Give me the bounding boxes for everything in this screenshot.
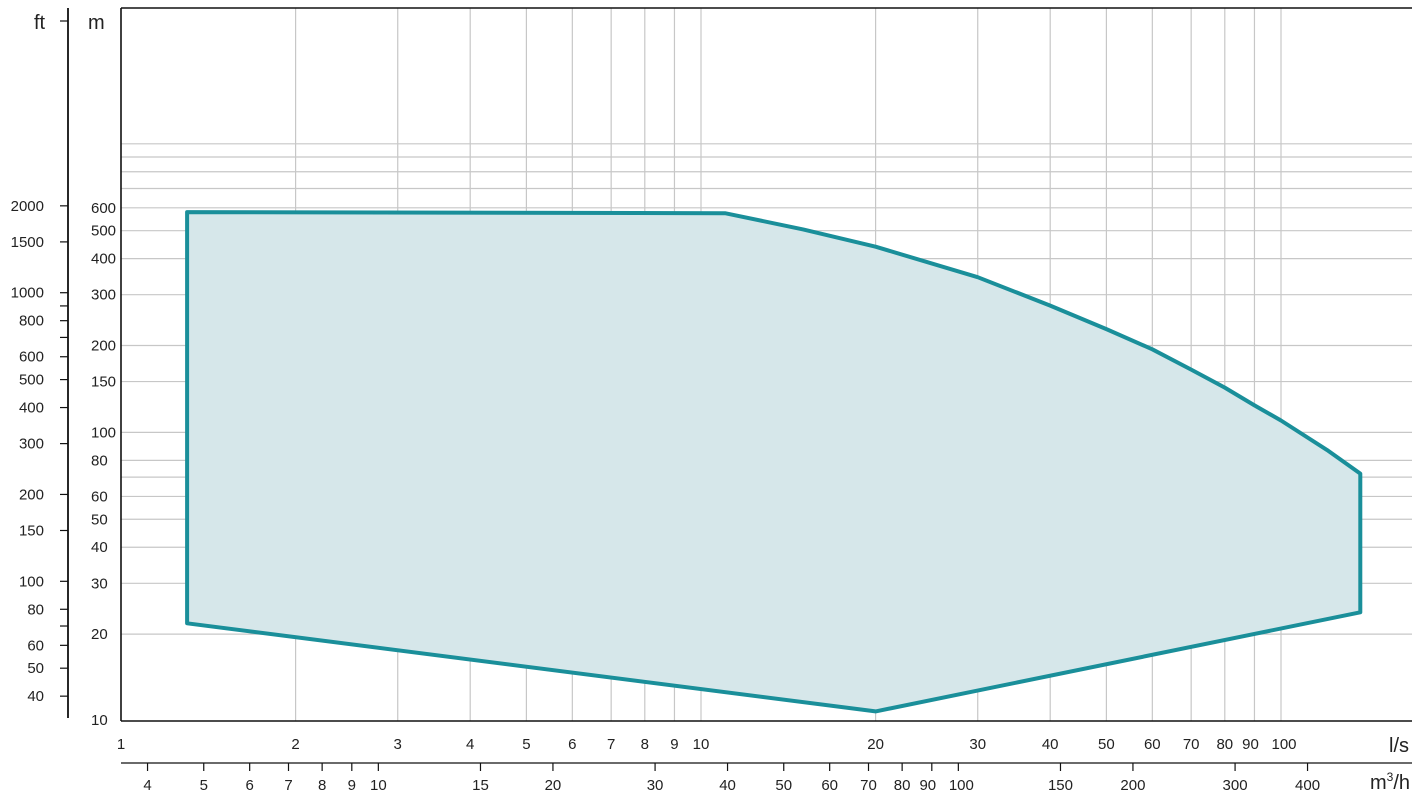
tick-labels: 1 2 3 4 5 6 7 8 9 10 20 30 40 50 60 70 80 90 100 4 5 6 7 8 9 10 15… <box>11 198 1320 794</box>
x-tick-label-ls: 60 <box>1144 736 1161 753</box>
y-tick-label-m: 200 <box>91 338 116 355</box>
y-tick-label-m: 30 <box>91 575 108 592</box>
x-tick-label-ls: 6 <box>568 736 576 753</box>
y-tick-label-ft: 40 <box>27 688 44 705</box>
y-tick-label-ft: 400 <box>19 400 44 417</box>
y-tick-label-ft: 200 <box>19 486 44 503</box>
x-tick-label-ls: 7 <box>607 736 615 753</box>
x-tick-label-m3h: 200 <box>1120 777 1145 794</box>
x-tick-label-ls: 3 <box>394 736 402 753</box>
x-tick-label-m3h: 40 <box>719 777 736 794</box>
x-tick-label-m3h: 4 <box>143 777 151 794</box>
x-axis-unit-ls: l/s <box>1389 735 1409 757</box>
x-tick-label-m3h: 50 <box>775 777 792 794</box>
y-tick-label-ft: 150 <box>19 522 44 539</box>
x-tick-label-ls: 100 <box>1271 736 1296 753</box>
x-tick-label-m3h: 80 <box>894 777 911 794</box>
x-tick-label-m3h: 20 <box>545 777 562 794</box>
x-tick-label-ls: 40 <box>1042 736 1059 753</box>
x-tick-label-ls: 80 <box>1216 736 1233 753</box>
x-tick-label-m3h: 5 <box>200 777 208 794</box>
y-tick-label-ft: 80 <box>27 601 44 618</box>
y-tick-label-ft: 1500 <box>11 234 44 251</box>
x-tick-label-m3h: 150 <box>1048 777 1073 794</box>
x-tick-label-m3h: 30 <box>647 777 664 794</box>
y-tick-label-ft: 300 <box>19 436 44 453</box>
y-tick-label-m: 400 <box>91 251 116 268</box>
x-tick-label-m3h: 90 <box>919 777 936 794</box>
y-tick-label-m: 600 <box>91 200 116 217</box>
y-tick-label-m: 100 <box>91 424 116 441</box>
x-tick-label-ls: 20 <box>867 736 884 753</box>
x-tick-label-ls: 10 <box>693 736 710 753</box>
x-tick-label-ls: 8 <box>641 736 649 753</box>
x-tick-label-ls: 9 <box>670 736 678 753</box>
x-tick-label-ls: 90 <box>1242 736 1259 753</box>
x-tick-label-ls: 2 <box>291 736 299 753</box>
y-tick-label-m: 150 <box>91 374 116 391</box>
y-tick-label-m: 40 <box>91 539 108 556</box>
x-tick-label-ls: 30 <box>969 736 986 753</box>
x-tick-label-m3h: 8 <box>318 777 326 794</box>
y-tick-label-m: 20 <box>91 626 108 643</box>
x-tick-label-m3h: 60 <box>821 777 838 794</box>
y-tick-label-m: 300 <box>91 287 116 304</box>
y-tick-label-ft: 1000 <box>11 285 44 302</box>
x-axis-unit-m3h: m3/h <box>1370 770 1410 794</box>
x-tick-label-m3h: 400 <box>1295 777 1320 794</box>
x-tick-label-ls: 4 <box>466 736 474 753</box>
x-tick-label-m3h: 15 <box>472 777 489 794</box>
y-tick-label-m: 60 <box>91 488 108 505</box>
y-tick-label-m: 500 <box>91 223 116 240</box>
x-tick-label-m3h: 9 <box>348 777 356 794</box>
y-tick-label-m: 80 <box>91 452 108 469</box>
y-tick-label-m: 50 <box>91 511 108 528</box>
y-tick-label-ft: 800 <box>19 313 44 330</box>
y-tick-label-ft: 60 <box>27 637 44 654</box>
y-axis-unit-m: m <box>88 12 105 34</box>
operating-range-area <box>185 210 1363 714</box>
x-tick-label-ls: 5 <box>522 736 530 753</box>
axes <box>60 7 1412 771</box>
x-tick-label-m3h: 7 <box>284 777 292 794</box>
operating-area-group <box>185 210 1363 714</box>
x-tick-label-ls: 1 <box>117 736 125 753</box>
y-axis-unit-ft: ft <box>34 12 46 34</box>
y-tick-label-ft: 600 <box>19 349 44 366</box>
x-tick-label-m3h: 10 <box>370 777 387 794</box>
y-tick-label-ft: 2000 <box>11 198 44 215</box>
x-tick-label-m3h: 6 <box>246 777 254 794</box>
x-tick-label-ls: 50 <box>1098 736 1115 753</box>
x-tick-label-m3h: 70 <box>860 777 877 794</box>
y-tick-label-ft: 50 <box>27 660 44 677</box>
y-tick-label-ft: 500 <box>19 372 44 389</box>
x-tick-label-ls: 70 <box>1183 736 1200 753</box>
y-tick-label-m: 10 <box>91 712 108 729</box>
x-tick-label-m3h: 100 <box>949 777 974 794</box>
y-tick-label-ft: 100 <box>19 573 44 590</box>
x-tick-label-m3h: 300 <box>1223 777 1248 794</box>
